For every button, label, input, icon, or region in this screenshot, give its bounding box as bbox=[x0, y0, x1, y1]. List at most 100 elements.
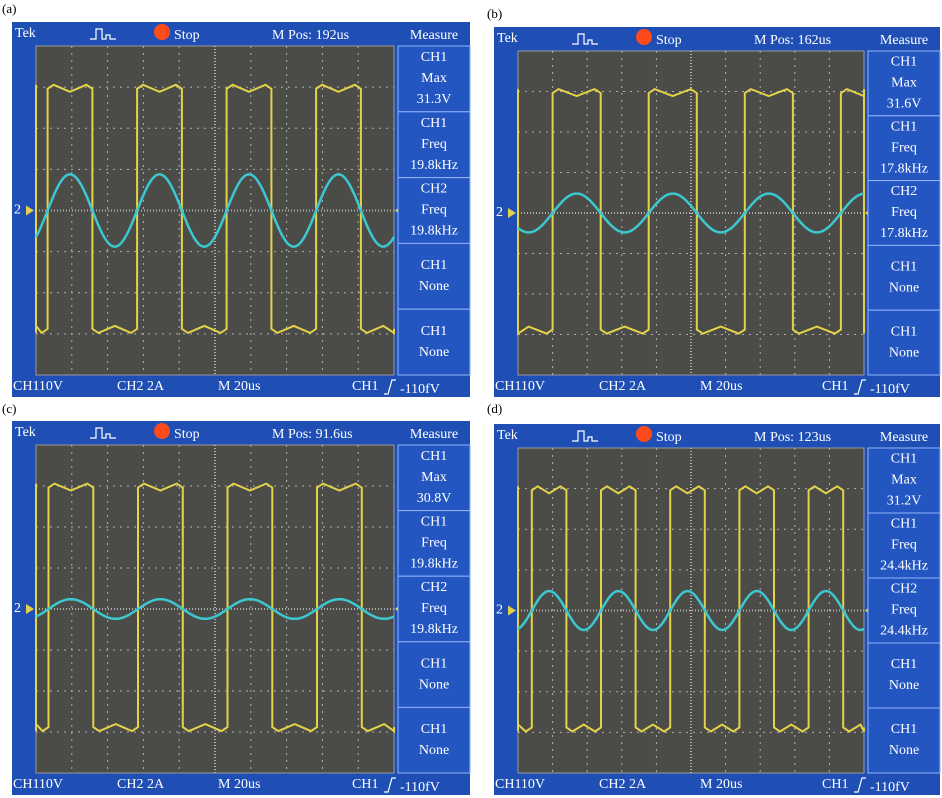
measure-text: CH2 bbox=[421, 580, 447, 595]
measure-text: CH2 bbox=[421, 182, 447, 197]
measure-text: 17.8kHz bbox=[880, 161, 928, 176]
channel-marker: 2 bbox=[14, 601, 21, 616]
footer-text: CH2 2A bbox=[599, 379, 647, 394]
measure-box bbox=[868, 708, 940, 773]
panel-label: (d) bbox=[487, 401, 502, 416]
footer-text: CH2 2A bbox=[599, 777, 647, 792]
footer-text: CH1 bbox=[352, 379, 378, 394]
channel-marker: 2 bbox=[496, 205, 503, 220]
measure-text: CH1 bbox=[421, 449, 447, 464]
footer-text: CH110V bbox=[495, 777, 545, 792]
footer-text: M 20us bbox=[218, 777, 260, 792]
measure-text: Max bbox=[421, 470, 447, 485]
measure-text: 31.6V bbox=[887, 97, 922, 112]
measure-text: CH1 bbox=[891, 55, 917, 70]
measure-text: 19.8kHz bbox=[410, 158, 458, 173]
measure-text: CH1 bbox=[891, 119, 917, 134]
measure-text: 19.8kHz bbox=[410, 557, 458, 572]
measure-text: CH1 bbox=[421, 515, 447, 530]
measure-text: Freq bbox=[891, 603, 917, 618]
measure-box bbox=[868, 643, 940, 708]
measure-text: 31.2V bbox=[887, 494, 922, 509]
measure-text: None bbox=[419, 743, 449, 758]
measure-text: CH1 bbox=[891, 722, 917, 737]
status: Stop bbox=[656, 430, 682, 445]
menu-title: Measure bbox=[410, 28, 458, 43]
measure-text: CH1 bbox=[421, 324, 447, 339]
footer-text: CH2 2A bbox=[117, 777, 165, 792]
measure-text: Freq bbox=[891, 140, 917, 155]
measure-text: CH1 bbox=[891, 260, 917, 275]
status: Stop bbox=[174, 427, 200, 442]
measure-text: 30.8V bbox=[417, 491, 452, 506]
measure-text: CH1 bbox=[421, 656, 447, 671]
footer-text: -110fV bbox=[400, 780, 440, 795]
measure-text: Max bbox=[421, 71, 447, 86]
position: M Pos: 192us bbox=[272, 28, 349, 43]
footer-text: CH1 bbox=[352, 777, 378, 792]
measure-text: 31.3V bbox=[417, 92, 452, 107]
measure-text: CH1 bbox=[421, 258, 447, 273]
measure-text: Freq bbox=[421, 137, 447, 152]
footer-text: CH110V bbox=[13, 777, 63, 792]
measure-text: CH2 bbox=[891, 582, 917, 597]
measure-text: Max bbox=[891, 473, 917, 488]
measure-text: None bbox=[889, 281, 919, 296]
measure-box bbox=[398, 642, 470, 708]
brand: Tek bbox=[497, 428, 518, 443]
measure-text: Max bbox=[891, 76, 917, 91]
measure-text: None bbox=[889, 345, 919, 360]
measure-box bbox=[398, 309, 470, 375]
footer-text: -110fV bbox=[870, 780, 910, 795]
channel-marker: 2 bbox=[14, 203, 21, 218]
measure-text: Freq bbox=[421, 536, 447, 551]
menu-title: Measure bbox=[880, 430, 928, 445]
measure-text: Freq bbox=[891, 205, 917, 220]
measure-text: CH1 bbox=[891, 657, 917, 672]
menu-title: Measure bbox=[410, 427, 458, 442]
measure-box bbox=[398, 707, 470, 773]
measure-text: 24.4kHz bbox=[880, 624, 928, 639]
measure-box bbox=[868, 245, 940, 310]
footer-text: M 20us bbox=[218, 379, 260, 394]
channel-marker: 2 bbox=[496, 603, 503, 618]
brand: Tek bbox=[497, 31, 518, 46]
measure-text: CH1 bbox=[421, 116, 447, 131]
panel-label: (a) bbox=[2, 1, 16, 16]
measure-box bbox=[398, 243, 470, 309]
measure-box bbox=[868, 310, 940, 375]
panel-label: (b) bbox=[487, 6, 502, 21]
measure-text: CH1 bbox=[891, 517, 917, 532]
graticule bbox=[36, 445, 394, 773]
position: M Pos: 162us bbox=[754, 33, 831, 48]
measure-text: CH1 bbox=[421, 50, 447, 65]
figure: (a) 2 Tek Stop M Pos: 192us Measure CH1 Max 31.3… bbox=[0, 0, 942, 798]
status: Stop bbox=[174, 28, 200, 43]
measure-text: None bbox=[419, 345, 449, 360]
measure-text: CH1 bbox=[421, 722, 447, 737]
measure-text: None bbox=[419, 677, 449, 692]
measure-text: CH1 bbox=[891, 452, 917, 467]
menu-title: Measure bbox=[880, 33, 928, 48]
footer-text: CH110V bbox=[495, 379, 545, 394]
position: M Pos: 123us bbox=[754, 430, 831, 445]
measure-text: Freq bbox=[421, 203, 447, 218]
brand: Tek bbox=[15, 26, 36, 41]
measure-text: None bbox=[419, 279, 449, 294]
footer-text: -110fV bbox=[870, 382, 910, 397]
scope-panel: (d) 2 Tek Stop M Pos: 123us Measure CH1 Max 31.2… bbox=[487, 401, 940, 795]
stop-indicator bbox=[636, 426, 652, 442]
scope-panel: (a) 2 Tek Stop M Pos: 192us Measure CH1 Max 31.3… bbox=[2, 1, 470, 397]
measure-text: Freq bbox=[891, 538, 917, 553]
stop-indicator bbox=[636, 29, 652, 45]
footer-text: CH110V bbox=[13, 379, 63, 394]
measure-text: None bbox=[889, 743, 919, 758]
measure-text: 17.8kHz bbox=[880, 226, 928, 241]
footer-text: M 20us bbox=[700, 379, 742, 394]
footer-text: CH1 bbox=[822, 777, 848, 792]
measure-text: 19.8kHz bbox=[410, 224, 458, 239]
measure-text: Freq bbox=[421, 601, 447, 616]
measure-text: CH2 bbox=[891, 184, 917, 199]
